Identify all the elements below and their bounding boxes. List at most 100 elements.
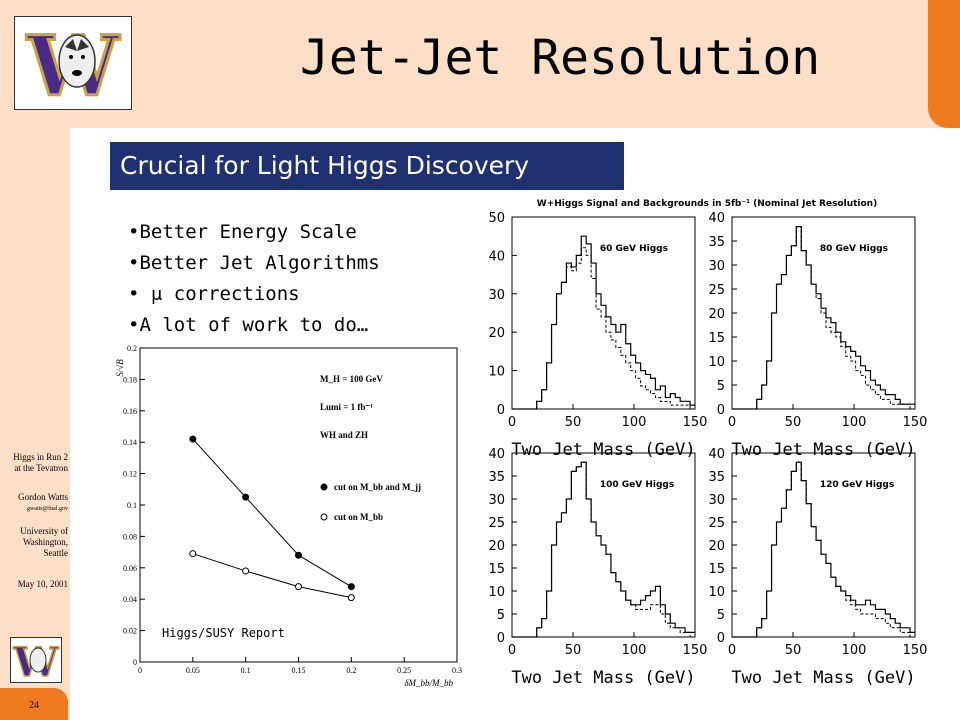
sidebar-talk: Higgs in Run 2 at the Tevatron xyxy=(0,452,68,474)
sidebar-affiliation: University of Washington, Seattle xyxy=(0,526,68,559)
panel-label: 120 GeV Higgs xyxy=(820,480,894,490)
y-tick-label: 0 xyxy=(497,403,505,418)
sidebar-affil-line2: Washington, xyxy=(22,537,68,547)
panel-frame xyxy=(511,216,696,410)
signal-histogram xyxy=(512,235,695,410)
y-tick-label: 50 xyxy=(488,211,505,226)
bullet-list: •Better Energy Scale •Better Jet Algorit… xyxy=(128,217,380,341)
university-logo-small: W xyxy=(10,637,62,687)
sensitivity-chart: 0 0.05 0.1 0.15 0.2 0.25 0.3 0 0.02 0.04 0.06 0.08 0… xyxy=(115,344,462,688)
x-tick-label: 50 xyxy=(565,415,582,430)
background-histogram xyxy=(512,247,695,410)
legend-label: cut on M_bb xyxy=(334,512,383,522)
signal-histogram xyxy=(512,461,695,638)
y-tick-label: 0 xyxy=(497,631,505,646)
y-tick-label: 10 xyxy=(708,355,725,370)
x-tick-label: 150 xyxy=(903,643,928,658)
y-tick-label: 25 xyxy=(708,283,725,298)
data-point xyxy=(347,594,355,602)
y-tick-label: 5 xyxy=(497,608,505,623)
page-number-tab xyxy=(0,688,68,720)
legend-label: cut on M_bb and M_jj xyxy=(334,482,421,492)
x-tick-label: 0 xyxy=(508,643,516,658)
bullet-item: •Better Jet Algorithms xyxy=(128,252,380,274)
page-number: 24 xyxy=(29,700,39,711)
y-tick-label: 0.1 xyxy=(127,501,137,510)
data-point xyxy=(242,493,250,501)
y-tick-label: 30 xyxy=(708,259,725,274)
y-tick-label: 10 xyxy=(488,585,505,600)
x-axis-label: δM_bb/M_bb xyxy=(404,678,453,688)
y-tick-label: 0.06 xyxy=(123,564,137,573)
x-axis-label: Two Jet Mass (GeV) xyxy=(731,668,915,688)
y-tick-label: 15 xyxy=(708,331,725,346)
y-tick-label: 40 xyxy=(488,447,505,462)
data-point xyxy=(189,550,197,558)
signal-histogram xyxy=(732,461,915,638)
y-tick-label: 0.2 xyxy=(127,344,137,353)
x-tick-label: 0.1 xyxy=(241,666,251,675)
y-tick-label: 0.18 xyxy=(123,375,137,384)
y-tick-label: 0.02 xyxy=(123,627,137,636)
y-tick-label: 20 xyxy=(488,539,505,554)
x-tick-label: 150 xyxy=(903,415,928,430)
legend-marker xyxy=(320,513,328,521)
panel-label: 100 GeV Higgs xyxy=(600,480,674,490)
data-point xyxy=(295,551,302,559)
y-tick-label: 35 xyxy=(708,470,725,485)
x-tick-label: 0 xyxy=(728,643,736,658)
chart-annotation: WH and ZH xyxy=(320,430,368,440)
y-tick-label: 20 xyxy=(708,539,725,554)
data-point xyxy=(242,567,250,575)
panel-label: 60 GeV Higgs xyxy=(600,244,668,254)
chart-annotation: Lumi = 1 fb⁻¹ xyxy=(320,402,373,412)
university-logo: W xyxy=(14,16,132,117)
chart-annotation: M_H = 100 GeV xyxy=(320,374,383,384)
sidebar-talk-line1: Higgs in Run 2 xyxy=(13,452,68,462)
y-tick-label: 10 xyxy=(708,585,725,600)
x-tick-label: 100 xyxy=(842,643,867,658)
bullet-item: •A lot of work to do… xyxy=(128,314,369,336)
y-tick-label: 25 xyxy=(708,516,725,531)
y-tick-label: 35 xyxy=(488,470,505,485)
x-tick-label: 50 xyxy=(785,415,802,430)
y-tick-label: 30 xyxy=(488,493,505,508)
x-axis-label: Two Jet Mass (GeV) xyxy=(731,440,915,460)
sidebar-affil-line1: University of xyxy=(20,526,68,536)
x-tick-label: 0.3 xyxy=(452,666,462,675)
y-axis-label: S/√B xyxy=(115,359,125,377)
y-tick-label: 5 xyxy=(717,379,725,394)
chart-footnote: Higgs/SUSY Report xyxy=(162,626,285,640)
data-point xyxy=(189,435,197,443)
subtitle-banner: Crucial for Light Higgs Discovery xyxy=(110,142,624,190)
x-tick-label: 0 xyxy=(138,666,142,675)
legend-marker xyxy=(320,483,328,491)
husky-icon-small xyxy=(29,647,47,673)
x-tick-label: 0.25 xyxy=(397,666,411,675)
y-tick-label: 0 xyxy=(717,631,725,646)
y-tick-label: 0.12 xyxy=(123,470,137,479)
y-tick-label: 40 xyxy=(708,211,725,226)
x-tick-label: 100 xyxy=(622,415,647,430)
y-tick-label: 20 xyxy=(488,326,505,341)
x-tick-label: 0 xyxy=(728,415,736,430)
y-tick-label: 20 xyxy=(708,307,725,322)
sidebar-date: May 10, 2001 xyxy=(17,579,68,589)
data-point xyxy=(347,583,355,591)
corner-tab xyxy=(928,0,960,128)
y-tick-label: 0.08 xyxy=(123,532,137,541)
x-axis-label: Two Jet Mass (GeV) xyxy=(511,668,695,688)
y-tick-label: 40 xyxy=(708,447,725,462)
figure-title: W+Higgs Signal and Backgrounds in 5fb⁻¹ … xyxy=(537,199,877,209)
panel-label: 80 GeV Higgs xyxy=(820,244,888,254)
x-axis-label: Two Jet Mass (GeV) xyxy=(511,440,695,460)
slide-title: Jet-Jet Resolution xyxy=(300,30,821,86)
series-line xyxy=(192,553,352,599)
bullet-item: •Better Energy Scale xyxy=(128,221,357,243)
y-tick-label: 0.14 xyxy=(123,438,137,447)
y-tick-label: 30 xyxy=(488,288,505,303)
y-tick-label: 15 xyxy=(488,562,505,577)
y-tick-label: 40 xyxy=(488,249,505,264)
bullet-item: • μ corrections xyxy=(128,283,300,305)
y-tick-label: 25 xyxy=(488,516,505,531)
